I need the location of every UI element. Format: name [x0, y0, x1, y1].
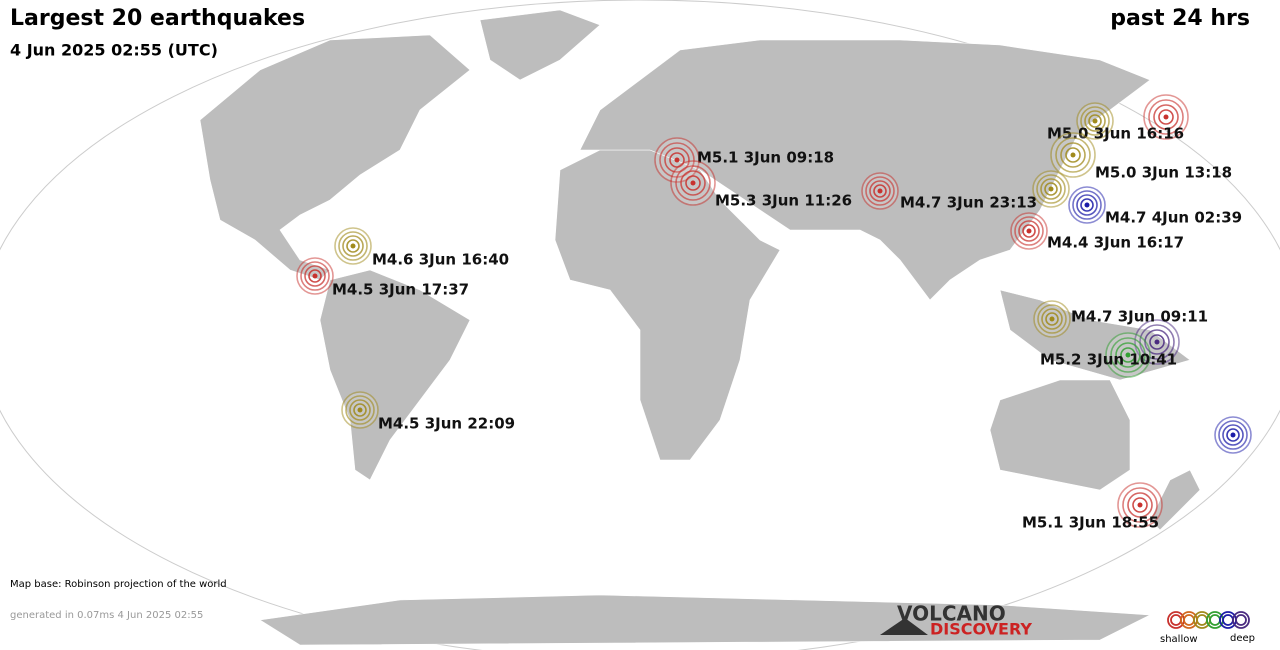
quake-center: [1070, 152, 1076, 158]
quake-ring: [338, 231, 368, 261]
quake-ring: [1036, 174, 1066, 204]
quake-label: M4.7 4Jun 02:39: [1105, 209, 1242, 227]
quake-ring: [680, 170, 706, 196]
quake-ring: [1115, 342, 1141, 368]
quake-label: M5.3 3Jun 11:26: [715, 192, 852, 210]
quake-center: [1125, 352, 1131, 358]
quake-ring: [873, 184, 887, 198]
quake-label: M4.7 3Jun 09:11: [1071, 308, 1208, 326]
quake-ring: [1041, 308, 1063, 330]
quake-ring: [1084, 110, 1106, 132]
legend-ring: [1232, 611, 1250, 629]
legend-ring: [1170, 614, 1182, 626]
quake-ring: [1122, 487, 1158, 523]
quake-ring: [346, 239, 360, 253]
map-base: Map base: Robinson projection of the wor…: [10, 579, 227, 590]
quake-ring: [300, 261, 330, 291]
quake-ring: [1127, 492, 1153, 518]
quake-ring: [345, 395, 375, 425]
quake-ring: [1040, 178, 1062, 200]
quake-center: [1084, 202, 1090, 208]
quake-ring: [1222, 424, 1244, 446]
quake-ring: [1076, 194, 1098, 216]
quake-center: [1230, 432, 1236, 438]
quake-label: M5.1 3Jun 18:55: [1022, 514, 1159, 532]
legend-ring: [1222, 614, 1234, 626]
quake-ring: [1055, 137, 1091, 173]
quake-label: M4.5 3Jun 22:09: [378, 415, 515, 433]
logo-icon: [880, 618, 928, 635]
quake-ring: [353, 403, 367, 417]
quake-center: [1092, 118, 1098, 124]
quake-label: M4.4 3Jun 16:17: [1047, 234, 1184, 252]
quake-ring: [1037, 304, 1067, 334]
quake-ring: [1044, 182, 1058, 196]
quake-ring: [1018, 220, 1040, 242]
period: past 24 hrs: [1110, 6, 1250, 31]
quake-center: [312, 273, 318, 279]
quake-center: [674, 157, 680, 163]
quake-ring: [304, 265, 326, 287]
quake-label: M4.7 3Jun 23:13: [900, 194, 1037, 212]
quake-ring: [1226, 428, 1240, 442]
quake-ring: [1080, 106, 1110, 136]
logo-line2: DISCOVERY: [930, 620, 1032, 639]
quake-center: [1026, 228, 1032, 234]
quake-ring: [1060, 142, 1086, 168]
legend-deep: deep: [1230, 633, 1255, 644]
quake-center: [1163, 114, 1169, 120]
quake-center: [690, 180, 696, 186]
quake-center: [1049, 316, 1055, 322]
quake-ring: [1149, 334, 1165, 350]
quake-ring: [1065, 147, 1081, 163]
quake-center: [350, 243, 356, 249]
quake-center: [1137, 502, 1143, 508]
quake-label: M5.2 3Jun 10:41: [1040, 351, 1177, 369]
quake-ring: [675, 165, 711, 201]
quake-center: [877, 188, 883, 194]
legend-shallow: shallow: [1160, 634, 1198, 645]
quake-label: M5.0 3Jun 13:18: [1095, 164, 1232, 182]
quake-label: M5.1 3Jun 09:18: [697, 149, 834, 167]
legend-ring: [1209, 614, 1221, 626]
quake-ring: [664, 147, 690, 173]
legend-ring: [1235, 614, 1247, 626]
quake-ring: [1088, 114, 1102, 128]
quake-ring: [1120, 347, 1136, 363]
quake-label: M5.0 3Jun 16:16: [1047, 125, 1184, 143]
legend-ring: [1196, 614, 1208, 626]
quake-ring: [685, 175, 701, 191]
quake-center: [1048, 186, 1054, 192]
quake-ring: [1218, 420, 1248, 450]
quake-label: M4.5 3Jun 17:37: [332, 281, 469, 299]
quake-ring: [865, 176, 895, 206]
quake-ring: [1110, 337, 1146, 373]
quake-ring: [1072, 190, 1102, 220]
logo-line1: VOLCANO: [897, 602, 1006, 626]
quake-ring: [1148, 99, 1184, 135]
quake-ring: [869, 180, 891, 202]
land: [199, 9, 1201, 646]
quake-ring: [308, 269, 322, 283]
quake-label: M4.6 3Jun 16:40: [372, 251, 509, 269]
legend-ring: [1183, 614, 1195, 626]
quake-ring: [1132, 497, 1148, 513]
quake-ring: [1158, 109, 1174, 125]
quake-ring: [1014, 216, 1044, 246]
quake-ring: [1022, 224, 1036, 238]
quake-ring: [342, 235, 364, 257]
generated-note: generated in 0.07ms 4 Jun 2025 02:55: [10, 610, 203, 621]
quake-ring: [1045, 312, 1059, 326]
timestamp: 4 Jun 2025 02:55 (UTC): [10, 41, 218, 60]
title: Largest 20 earthquakes: [10, 6, 305, 31]
quake-ring: [1080, 198, 1094, 212]
quake-center: [357, 407, 363, 413]
quake-center: [1154, 339, 1160, 345]
quake-ring: [349, 399, 371, 421]
quake-ring: [1153, 104, 1179, 130]
